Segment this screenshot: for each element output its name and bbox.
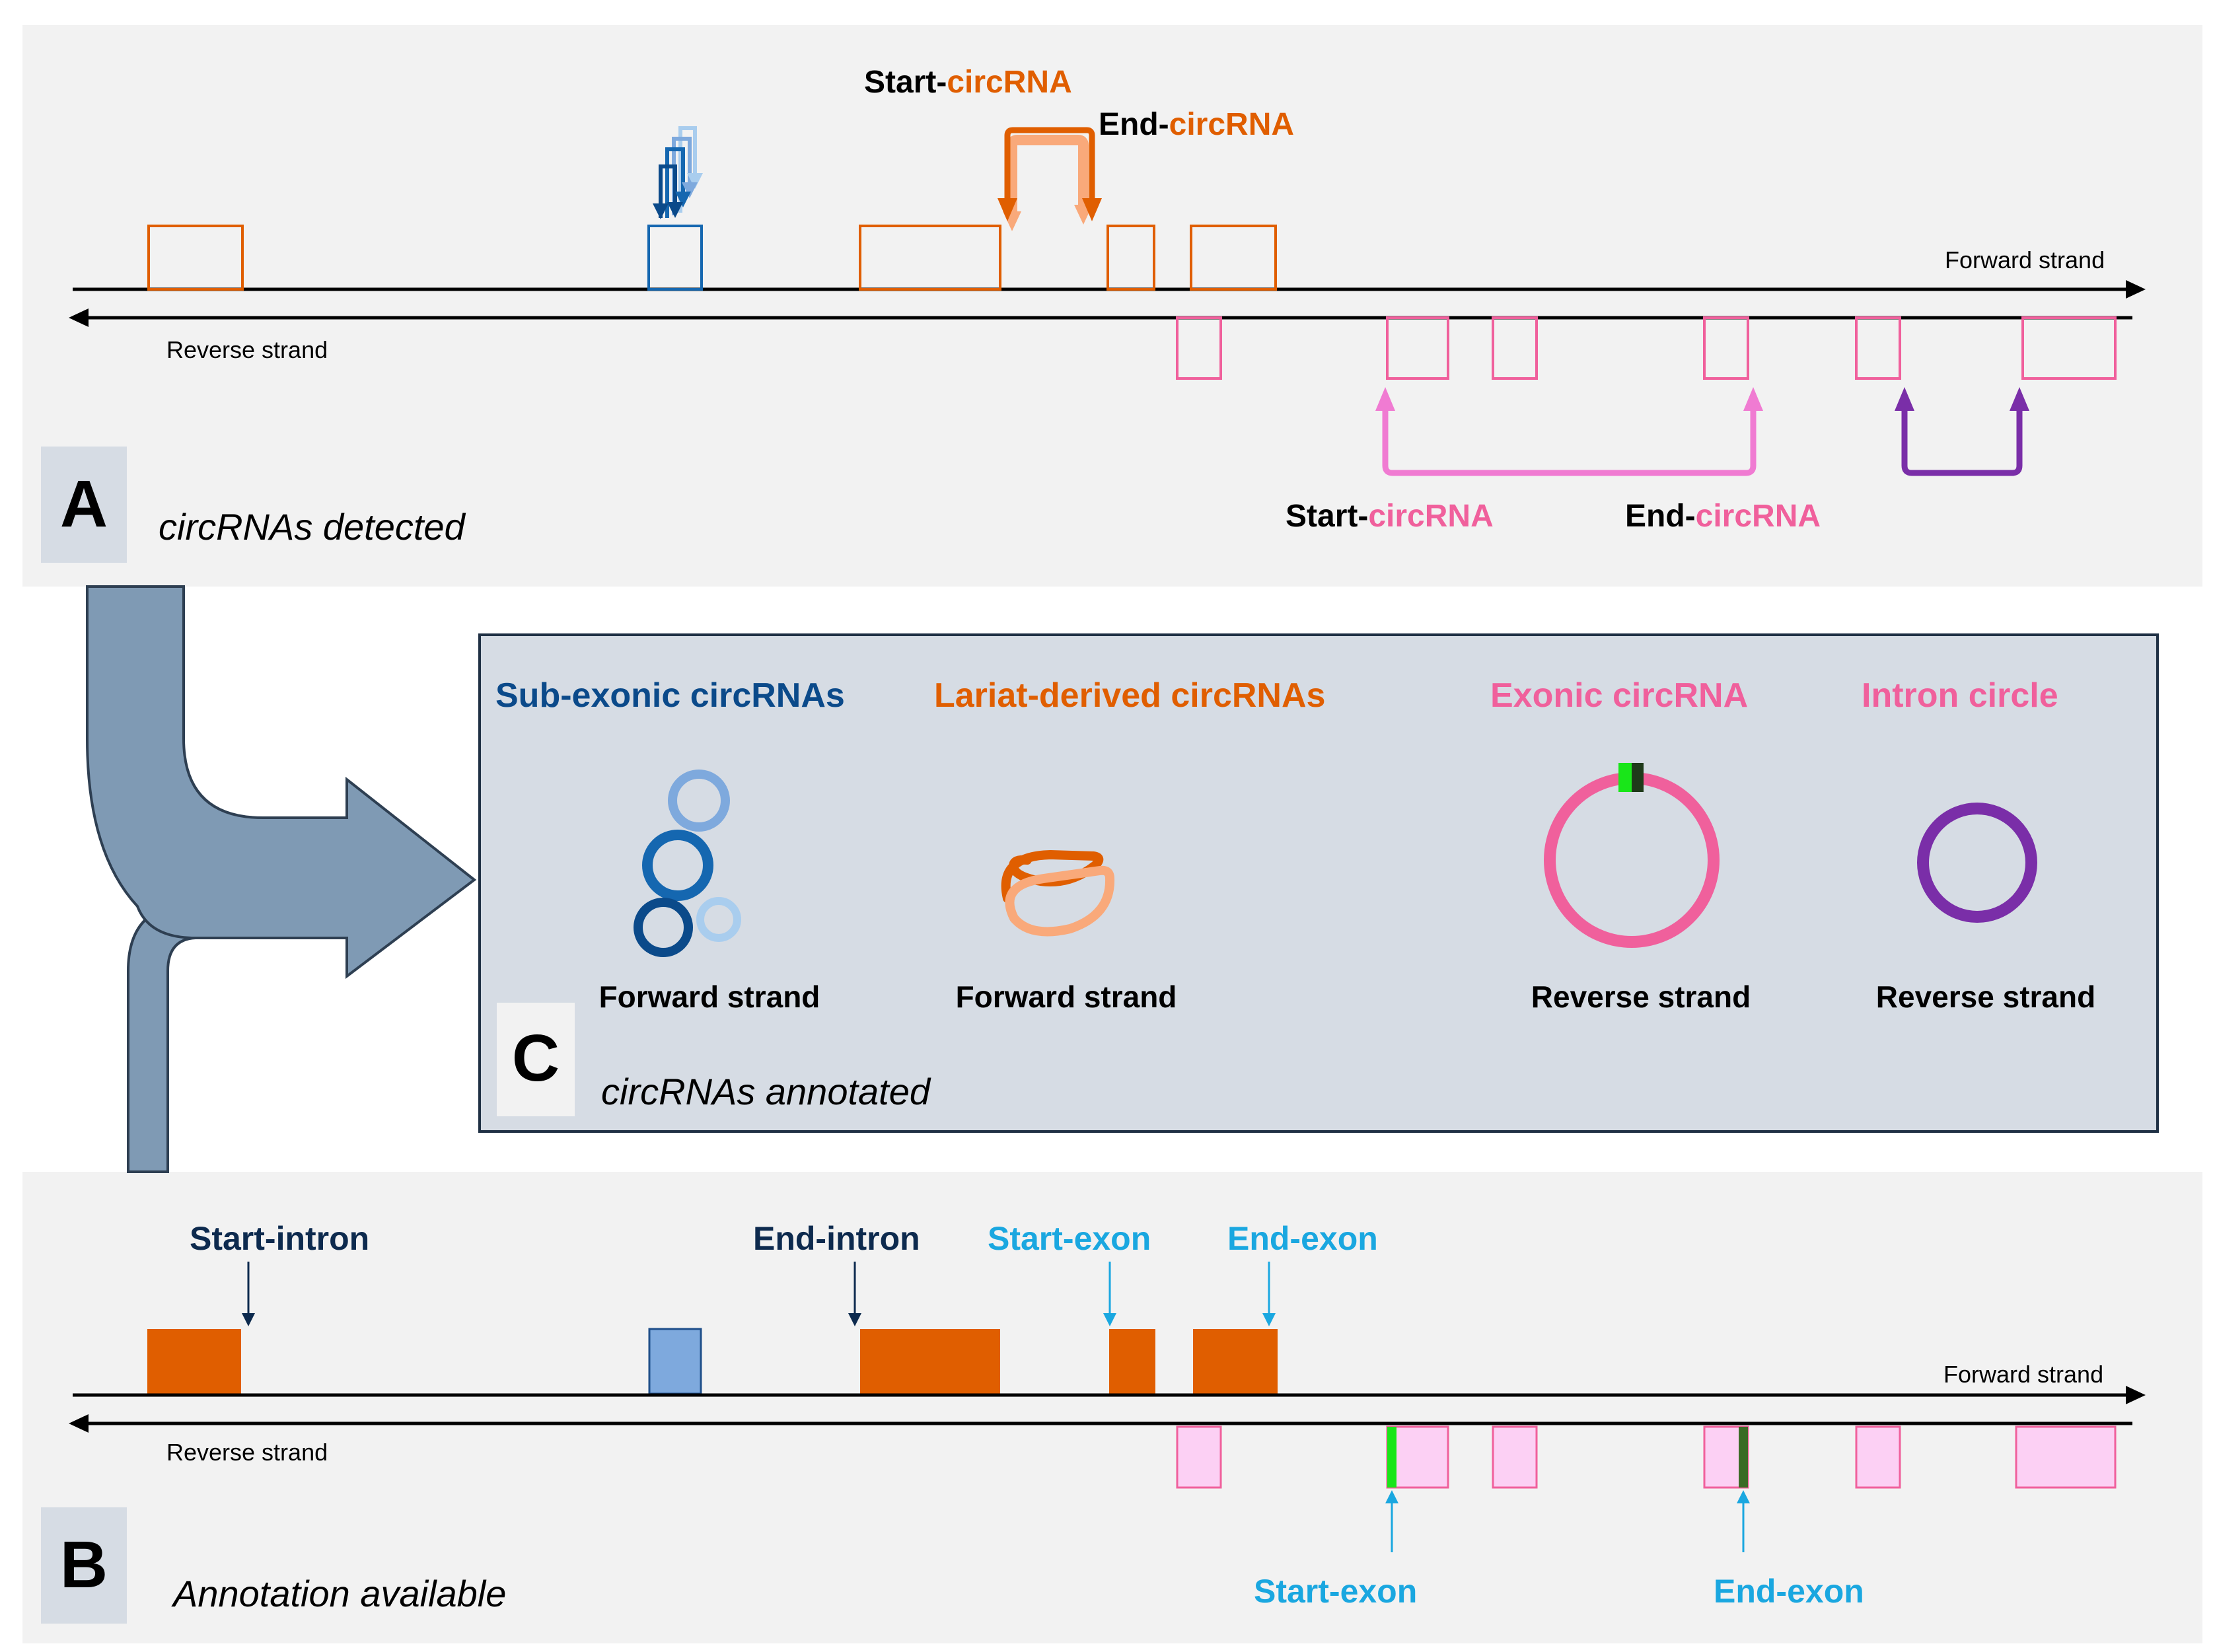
start-intron-pointer [242,1262,255,1326]
forward-exon [860,1329,1000,1394]
panel-b-background [22,1172,2202,1643]
reverse-exon [1492,316,1538,380]
reverse-exon [1855,1425,1901,1489]
strand-label-intron-circle: Reverse strand [1876,980,2095,1014]
forward-strand-label: Forward strand [1943,1361,2103,1388]
panel-a-background [22,25,2202,587]
panel-b: Start-intron End-intron Start-exon End-e… [22,1172,2202,1643]
end-circrna-label-bottom: End-circRNA [1625,499,1821,534]
intron-circle-junction-arrow [1895,387,2029,476]
reverse-strand-arrowhead [69,308,89,327]
forward-exon [1106,225,1155,291]
reverse-exon [2015,1425,2117,1489]
start-exon-pointer-bottom [1385,1490,1398,1552]
forward-strand-label: Forward strand [1945,246,2105,273]
reverse-exon [1386,316,1449,380]
reverse-exon [1492,1425,1538,1489]
category-title-exonic: Exonic circRNA [1490,676,1748,715]
strand-label-sub-exonic: Forward strand [599,980,820,1014]
start-circrna-label-bottom: Start-circRNA [1286,499,1494,534]
forward-exon [1193,1329,1278,1394]
end-exon-dark-green-mark [1739,1427,1748,1488]
reverse-exon [1703,316,1749,380]
start-exon-green-mark [1387,1427,1397,1488]
end-exon-label-bottom: End-exon [1714,1573,1864,1610]
start-exon-pointer-top [1103,1262,1116,1326]
end-circrna-label-top: End-circRNA [1099,107,1294,142]
end-intron-label: End-intron [753,1220,920,1257]
reverse-strand-arrowhead [69,1414,89,1433]
reverse-strand-label: Reverse strand [166,1439,328,1466]
forward-exon [1190,225,1277,291]
strand-label-lariat: Forward strand [956,980,1177,1014]
strand-label-exonic: Reverse strand [1531,980,1751,1014]
category-title-lariat: Lariat-derived circRNAs [934,676,1325,715]
reverse-strand-label: Reverse strand [166,336,328,363]
panel-c-caption: circRNAs annotated [601,1071,931,1112]
sub-exonic-arrowheads [653,173,703,219]
lariat-icon [1001,850,1115,937]
category-title-sub-exonic: Sub-exonic circRNAs [495,676,845,715]
end-exon-pointer-top [1262,1262,1276,1326]
end-exon-label-top: End-exon [1227,1220,1378,1257]
reverse-exon [1176,1425,1222,1489]
panel-b-letter: B [60,1528,108,1602]
intron-circle-icon [1917,803,2037,923]
start-circrna-label-top: Start-circRNA [864,65,1072,100]
panel-c-letter-box [497,1003,575,1116]
sub-exonic-junction-arrows [659,126,697,218]
panel-c-letter: C [512,1021,560,1095]
reverse-exon [2021,316,2117,380]
exonic-circle-icon [1544,763,1720,948]
panel-a-letter: A [60,467,108,541]
panel-c-background [478,633,2159,1133]
forward-exon-blue [647,225,703,291]
forward-strand-arrowhead [2126,1386,2146,1404]
reverse-exon [1855,316,1901,380]
flow-arrow [86,585,477,1173]
exonic-circrna-junction-arrow [1375,387,1763,476]
start-exon-label-top: Start-exon [988,1220,1151,1257]
panel-b-letter-box [41,1507,127,1624]
flow-arrow-stem [127,902,345,1173]
forward-exon [147,225,244,291]
sub-exonic-circles-icon [634,770,741,957]
panel-c: Sub-exonic circRNAs Lariat-derived circR… [478,633,2159,1133]
end-intron-pointer [848,1262,861,1326]
start-intron-label: Start-intron [190,1220,369,1257]
panel-a-letter-box [41,447,127,563]
flow-arrow-main [86,585,477,980]
reverse-exon [1176,316,1222,380]
reverse-exon [1386,1425,1449,1489]
forward-strand-arrowhead [2126,280,2146,299]
lariat-junction-arrow-dark [998,127,1102,221]
panel-b-caption: Annotation available [171,1573,506,1614]
panel-a-caption: circRNAs detected [159,506,466,548]
forward-exon [147,1329,241,1394]
panel-a: Forward strand Reverse strand [22,25,2202,587]
start-exon-label-bottom: Start-exon [1254,1573,1417,1610]
forward-exon [859,225,1001,291]
category-title-intron-circle: Intron circle [1862,676,2058,715]
forward-exon-blue [648,1328,702,1395]
forward-exon [1109,1329,1155,1394]
end-exon-pointer-bottom [1737,1490,1750,1552]
